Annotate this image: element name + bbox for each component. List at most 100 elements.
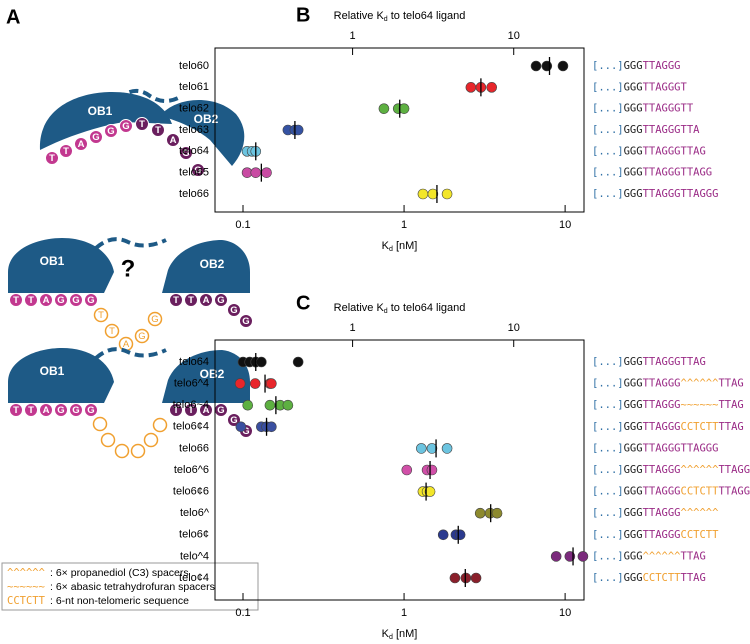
- nucleotide: [239, 314, 253, 328]
- nucleotide-letter: T: [139, 119, 145, 130]
- sequence-part: GGG: [624, 550, 643, 562]
- nucleotide: [119, 119, 133, 133]
- sequence-part: TTAGGGTTAG: [643, 356, 706, 368]
- category-label: telo6^4: [174, 378, 209, 390]
- nucleotide-letter: G: [72, 295, 79, 306]
- sequence-part: GGG: [624, 507, 643, 519]
- sequence: [...]GGGCCTCTTTTAG: [592, 572, 706, 584]
- nucleotide: [134, 328, 150, 344]
- nucleotide-letter: A: [43, 295, 50, 306]
- ob2-label: OB2: [194, 112, 219, 126]
- nucleotide-letter: G: [57, 295, 64, 306]
- nucleotide-letter: T: [173, 405, 179, 416]
- sequence: [...]GGGTTAGGG^^^^^^: [592, 507, 718, 519]
- x2-axis-label-part: to telo64 ligand: [388, 302, 466, 314]
- data-point: [264, 399, 276, 411]
- sequence-part: [...]: [592, 550, 624, 562]
- x-tick-label: 0.1: [235, 607, 250, 619]
- data-point: [249, 378, 261, 389]
- sequence-part: ^^^^^^: [681, 507, 719, 519]
- sequence-part: [...]: [592, 572, 624, 584]
- ob1-label: OB1: [40, 364, 65, 378]
- nucleotide-letter: T: [98, 310, 104, 321]
- sequence-part: [...]: [592, 356, 624, 368]
- nucleotide: [24, 293, 38, 307]
- nucleotide: [93, 307, 109, 323]
- sequence-part: [...]: [592, 464, 624, 476]
- category-label: telo6^6: [174, 464, 209, 476]
- sequence-part: GGG: [624, 124, 643, 136]
- sequence-part: GGG: [624, 378, 643, 390]
- data-point: [541, 60, 553, 72]
- x-tick-label: 10: [559, 219, 571, 231]
- sequence-part: GGG: [624, 529, 643, 541]
- category-label: telo6~4: [173, 399, 209, 411]
- nucleotide-letter: G: [122, 121, 129, 132]
- sequence: [...]GGGTTAGGG^^^^^^TTAGGG: [592, 464, 750, 476]
- x-axis-label-sub: d: [389, 246, 393, 253]
- sequence-part: GGG: [624, 486, 643, 498]
- nucleotide: [151, 123, 165, 137]
- category-label: telo60: [179, 60, 209, 72]
- category-label: telo¢4: [179, 572, 209, 584]
- ob2-domain: [162, 240, 250, 293]
- sequence-part: ^^^^^^: [681, 464, 719, 476]
- nucleotide: [54, 403, 68, 417]
- nucleotide: [39, 403, 53, 417]
- nucleotide: [59, 144, 73, 158]
- ob1-label: OB1: [88, 104, 113, 118]
- x2-tick-label: 10: [508, 322, 520, 334]
- sequence-part: GGG: [624, 356, 643, 368]
- data-point: [378, 103, 390, 114]
- category-label: telo6¢4: [173, 421, 209, 433]
- sequence-part: GGG: [624, 188, 643, 200]
- diagram-top: OB1 OB2 TTAGG G TTAGG: [39, 88, 245, 177]
- data-point: [234, 378, 246, 389]
- data-point: [441, 443, 453, 454]
- category-label: telo64: [179, 145, 209, 157]
- x2-axis-label-part: Relative K: [334, 10, 385, 22]
- ob1-label: OB1: [40, 254, 65, 268]
- nucleotide-letter: G: [182, 148, 189, 159]
- sequence-part: CCTCTT: [681, 486, 720, 498]
- sequence: [...]GGGTTAGGGTT: [592, 103, 694, 115]
- nucleotide-letter: G: [230, 305, 237, 316]
- x2-tick-label: 10: [508, 30, 520, 42]
- data-point: [398, 103, 410, 114]
- data-point: [292, 356, 304, 368]
- nucleotide: [199, 293, 213, 307]
- sequence-part: [...]: [592, 124, 624, 136]
- data-point: [474, 507, 486, 519]
- x-tick-label: 10: [559, 607, 571, 619]
- category-label: telo66: [179, 442, 209, 454]
- data-point: [282, 399, 294, 411]
- nucleotide: [69, 293, 83, 307]
- sequence-part: [...]: [592, 421, 624, 433]
- nucleotide-letter: G: [230, 415, 237, 426]
- sequence-part: GGG: [624, 572, 643, 584]
- nucleotide: [24, 403, 38, 417]
- linker-dash: [116, 88, 184, 103]
- sequence-part: [...]: [592, 529, 624, 541]
- sequence: [...]GGGTTAGGG: [592, 60, 681, 72]
- sequence-part: TTAGGGTTAGG: [643, 167, 713, 179]
- nucleotide-letter: T: [13, 405, 19, 416]
- nucleotide: [84, 293, 98, 307]
- linker-dash: [94, 347, 167, 360]
- nucleotide: [184, 293, 198, 307]
- nucleotide-letter: T: [28, 295, 34, 306]
- plot-frame: [214, 339, 585, 601]
- nucleotide: [135, 117, 149, 131]
- nucleotide-letter: A: [203, 295, 210, 306]
- sequence-part: TTAGGG: [718, 464, 750, 476]
- sequence-part: TTAG: [718, 399, 743, 411]
- nucleotide: [69, 403, 83, 417]
- panel-label: B: [296, 4, 310, 26]
- data-point: [557, 60, 569, 72]
- x-tick-label: 1: [401, 607, 407, 619]
- x-axis-label-sub: d: [389, 634, 393, 641]
- x-axis-label-part: K: [382, 628, 390, 640]
- nucleotide: [89, 130, 103, 144]
- nucleotide: [9, 403, 23, 417]
- sequence-part: TTAGGG: [643, 399, 681, 411]
